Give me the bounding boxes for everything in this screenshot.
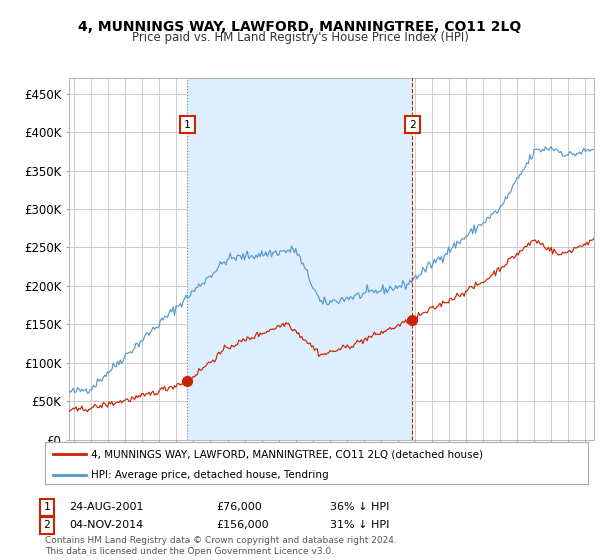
Text: 2: 2	[43, 520, 50, 530]
Bar	[187, 78, 412, 440]
Text: HPI: Average price, detached house, Tendring: HPI: Average price, detached house, Tend…	[91, 470, 329, 480]
Text: 24-AUG-2001: 24-AUG-2001	[69, 502, 143, 512]
Text: Contains HM Land Registry data © Crown copyright and database right 2024.
This d: Contains HM Land Registry data © Crown c…	[45, 536, 397, 556]
Text: 1: 1	[184, 119, 191, 129]
Text: £76,000: £76,000	[216, 502, 262, 512]
Text: 04-NOV-2014: 04-NOV-2014	[69, 520, 143, 530]
Text: £156,000: £156,000	[216, 520, 269, 530]
Text: 2: 2	[409, 119, 416, 129]
Text: 4, MUNNINGS WAY, LAWFORD, MANNINGTREE, CO11 2LQ (detached house): 4, MUNNINGS WAY, LAWFORD, MANNINGTREE, C…	[91, 449, 483, 459]
Text: 4, MUNNINGS WAY, LAWFORD, MANNINGTREE, CO11 2LQ: 4, MUNNINGS WAY, LAWFORD, MANNINGTREE, C…	[79, 20, 521, 34]
Text: 1: 1	[43, 502, 50, 512]
Text: Price paid vs. HM Land Registry's House Price Index (HPI): Price paid vs. HM Land Registry's House …	[131, 31, 469, 44]
Text: 31% ↓ HPI: 31% ↓ HPI	[330, 520, 389, 530]
Text: 36% ↓ HPI: 36% ↓ HPI	[330, 502, 389, 512]
